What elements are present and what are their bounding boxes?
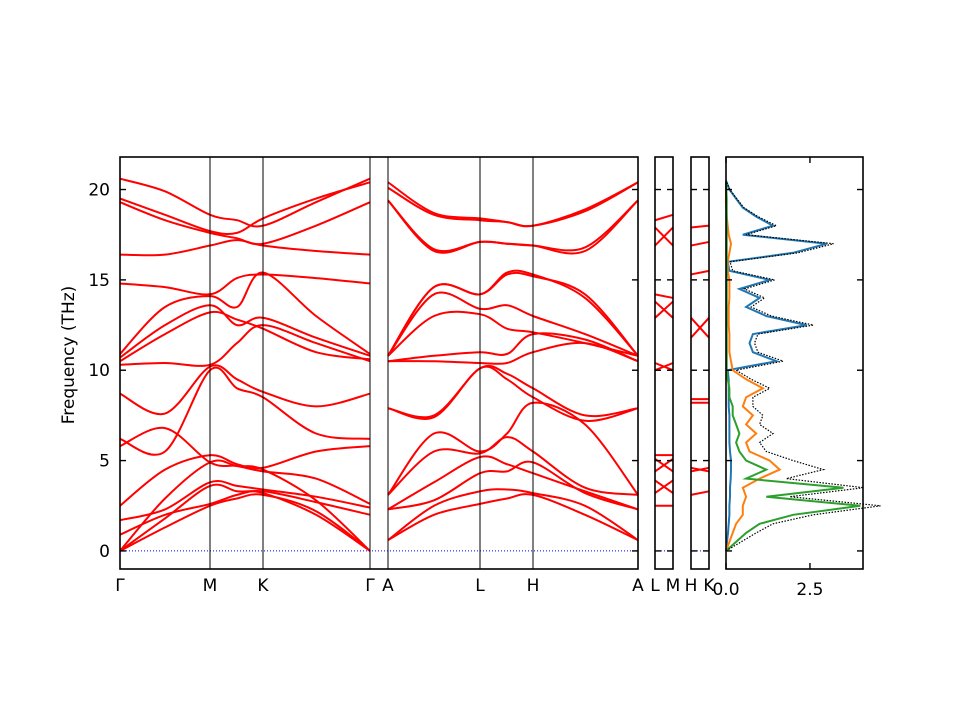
band-0-6 [119,426,371,505]
band-1-2 [387,460,639,511]
band-1-9 [387,332,639,363]
band-1-16 [387,181,639,228]
band-0-17 [119,177,371,228]
band-0-13 [119,273,371,296]
band-L-M-10 [654,293,674,299]
band-1-11 [387,291,639,357]
band-H-K-6 [690,317,710,339]
band-L-M-12 [654,226,674,247]
axes-frame-l-m [654,156,674,570]
band-H-K-2 [690,466,710,473]
band-0-16 [119,181,371,236]
band-1-12 [387,269,639,357]
band-0-4 [119,480,371,522]
band-1-3 [387,455,639,511]
x-tick-label: H [527,576,540,596]
y-tick-label: 5 [99,452,110,472]
band-L-M-9 [654,300,674,319]
band-0-5 [119,445,371,507]
band-0-7 [119,366,371,456]
band-0-11 [119,304,371,359]
band-1-0 [387,493,639,542]
y-axis-label: Frequency (THz) [59,286,79,425]
x-tick-label: M [666,576,681,596]
band-1-15 [387,199,639,253]
band-H-K-9 [690,224,710,229]
band-H-K-7 [690,269,710,276]
band-1-5 [387,401,639,496]
band-0-3 [119,490,371,536]
y-tick-label: 10 [88,361,110,381]
dos-x-tick-label: 0.0 [712,580,739,600]
x-tick-label: A [632,576,644,596]
band-0-0 [119,493,371,552]
band-0-14 [119,239,371,257]
x-tick-label: H [685,576,698,596]
band-H-K-0 [690,490,710,496]
band-1-7 [387,364,639,419]
band-0-10 [119,310,371,363]
x-tick-label: Γ [365,576,375,596]
axes-frame-h-k [690,156,710,570]
y-tick-label: 0 [99,542,110,562]
band-0-8 [119,364,371,416]
band-1-1 [387,488,639,541]
x-tick-label: K [703,576,715,596]
y-tick-label: 15 [88,271,110,291]
band-1-13 [387,271,639,357]
band-1-10 [387,310,639,357]
band-1-6 [387,365,639,422]
x-tick-label: A [382,576,394,596]
band-lines-l-m [654,213,674,552]
band-0-9 [119,324,371,367]
band-lines-main [119,177,639,552]
x-tick-label: Γ [115,576,125,596]
band-0-12 [119,271,371,355]
band-H-K-8 [690,240,710,247]
band-lines-h-k [690,224,710,552]
x-tick-label: M [203,576,218,596]
x-tick-label: K [257,576,269,596]
axes-frame-dos [725,156,864,570]
dos-series-blue [725,180,827,552]
x-tick-label: L [475,576,485,596]
x-tick-label: L [650,576,660,596]
band-L-M-4 [654,457,674,473]
band-1-17 [387,181,639,228]
band-L-M-2 [654,479,674,494]
band-0-1 [119,483,371,552]
dos-x-tick-label: 2.5 [796,580,823,600]
band-L-M-13 [654,213,674,222]
band-0-15 [119,201,371,246]
dos-series-orange [725,180,782,552]
band-1-4 [387,436,639,496]
y-tick-label: 20 [88,181,110,201]
dos-curves [725,180,881,552]
